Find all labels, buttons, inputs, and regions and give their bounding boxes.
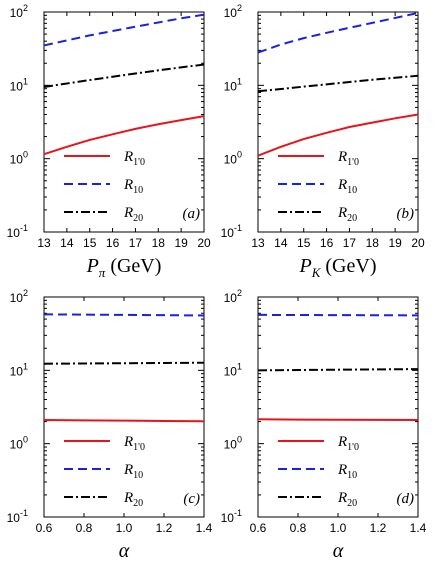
legend-entry: R20 (123, 490, 143, 509)
y-tick-label: 102 (224, 288, 242, 305)
x-tick-label: 18 (366, 236, 380, 250)
x-tick-label: 18 (152, 236, 166, 250)
x-tick-label: 14 (274, 236, 288, 250)
x-tick-label: 1.2 (156, 521, 173, 535)
x-tick-label: 15 (83, 236, 97, 250)
panel-a: 13 14 15 16 17 18 19 20 102 101 100 10-1 R1'0 R10 R20 (… (7, 3, 211, 280)
legend-entry: R20 (337, 490, 357, 509)
panel-tag: (b) (397, 206, 415, 222)
legend-entry: R1'0 (337, 149, 359, 168)
y-tick-label: 10-1 (7, 508, 28, 525)
x-axis-title: α (119, 540, 130, 562)
legend-entry: R10 (123, 462, 143, 481)
panel-d: 0.6 0.8 1.0 1.2 1.4 102 101 100 10-1 R1'0 R10 R20 (d… (221, 288, 427, 562)
series-line-R1p0 (257, 418, 419, 422)
legend-entry: R20 (337, 205, 357, 224)
series-line-R20 (43, 361, 205, 365)
plot-frame (257, 11, 419, 233)
series-line-R20 (257, 368, 419, 372)
x-tick-label: 20 (197, 236, 211, 250)
legend-entry: R10 (337, 177, 357, 196)
panel-tag: (c) (183, 491, 200, 507)
x-tick-label: 1.4 (196, 521, 213, 535)
series-line-R10 (43, 13, 205, 47)
series-line-R10 (257, 11, 419, 54)
x-axis-title: α (333, 540, 344, 562)
x-tick-label: 13 (251, 236, 265, 250)
y-tick-label: 10-1 (221, 508, 242, 525)
y-tick-label: 100 (224, 150, 242, 167)
x-tick-label: 14 (60, 236, 74, 250)
series-line-R20 (257, 74, 419, 93)
y-tick-label: 100 (10, 150, 28, 167)
plot-frame (43, 11, 205, 233)
y-tick-label: 10-1 (221, 223, 242, 240)
x-tick-label: 17 (129, 236, 143, 250)
x-tick-label: 0.8 (76, 521, 93, 535)
x-tick-label: 13 (37, 236, 51, 250)
y-tick-label: 102 (10, 288, 28, 305)
series-line-R10 (43, 313, 205, 317)
series-line-R20 (43, 63, 205, 88)
x-tick-label: 1.0 (116, 521, 133, 535)
panel-b: 13 14 15 16 17 18 19 20 102 101 100 10-1 R1'0 R10 R20 (… (221, 3, 425, 280)
legend-entry: R1'0 (337, 434, 359, 453)
legend-entry: R1'0 (123, 149, 145, 168)
x-tick-label: 1.0 (330, 521, 347, 535)
series-line-R1p0 (43, 419, 205, 423)
y-tick-label: 101 (10, 76, 28, 93)
x-tick-label: 19 (174, 236, 188, 250)
x-axis-title: PK (GeV) (299, 255, 377, 280)
legend-entry: R10 (123, 177, 143, 196)
x-tick-label: 1.4 (410, 521, 427, 535)
panel-tag: (a) (183, 206, 201, 222)
plot-frame (257, 296, 419, 518)
legend-entry: R10 (337, 462, 357, 481)
y-tick-label: 101 (224, 76, 242, 93)
x-tick-label: 15 (297, 236, 311, 250)
y-tick-label: 102 (10, 3, 28, 20)
y-tick-label: 100 (10, 435, 28, 452)
y-tick-label: 10-1 (7, 223, 28, 240)
plot-frame (43, 296, 205, 518)
x-tick-label: 16 (320, 236, 334, 250)
series-line-R1p0 (43, 115, 205, 156)
x-tick-label: 16 (106, 236, 120, 250)
x-tick-label: 20 (411, 236, 425, 250)
y-tick-label: 102 (224, 3, 242, 20)
legend-entry: R1'0 (123, 434, 145, 453)
y-tick-label: 100 (224, 435, 242, 452)
y-tick-label: 101 (224, 361, 242, 378)
legend-entry: R20 (123, 205, 143, 224)
panel-tag: (d) (397, 491, 415, 507)
x-tick-label: 0.6 (36, 521, 53, 535)
x-tick-label: 0.8 (290, 521, 307, 535)
x-axis-title: Pπ (GeV) (86, 255, 162, 280)
x-tick-label: 17 (343, 236, 357, 250)
series-line-R1p0 (257, 113, 419, 157)
panel-c: 0.6 0.8 1.0 1.2 1.4 102 101 100 10-1 R1'0 R10 R20 (c… (7, 288, 213, 562)
x-tick-label: 1.2 (370, 521, 387, 535)
x-tick-label: 0.6 (250, 521, 267, 535)
y-tick-label: 101 (10, 361, 28, 378)
x-tick-label: 19 (388, 236, 402, 250)
